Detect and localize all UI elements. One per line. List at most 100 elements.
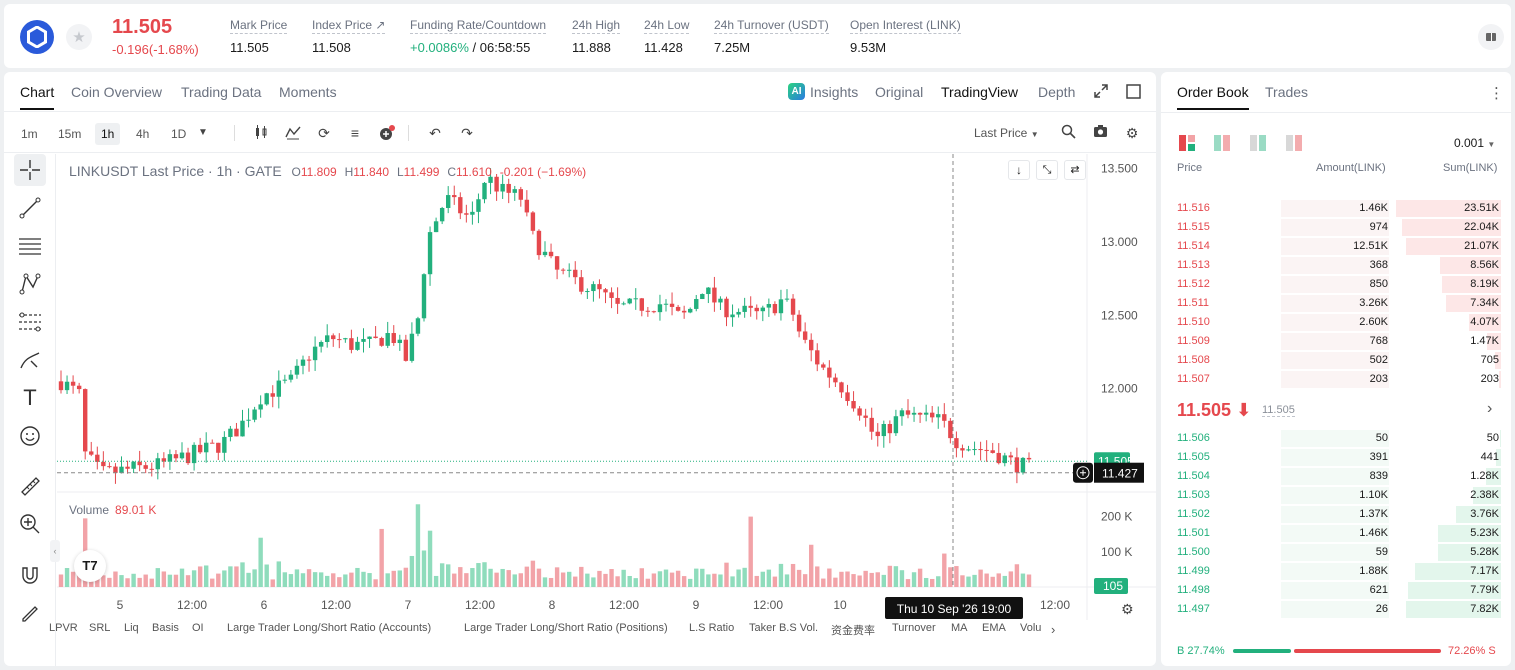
tab-trades[interactable]: Trades [1265, 84, 1309, 100]
collapse-toolbar-icon[interactable]: ‹ [50, 540, 60, 562]
timeframe-1m[interactable]: 1m [21, 127, 38, 141]
view-original[interactable]: Original [875, 84, 924, 100]
chevron-right-icon[interactable]: › [1051, 622, 1056, 637]
add-alert-icon[interactable] [378, 124, 396, 142]
price-source-select[interactable]: Last Price ▼ [974, 126, 1039, 140]
mark-price-stat: Mark Price 11.505 [230, 18, 288, 55]
book-icon[interactable] [1478, 24, 1504, 50]
bid-row[interactable]: 11.501 1.46K 5.23K [1161, 524, 1511, 543]
indicator-ema[interactable]: EMA [982, 622, 1006, 634]
view-tradingview[interactable]: TradingView [941, 84, 1019, 100]
volume-bar [815, 566, 820, 587]
view-depth[interactable]: Depth [1038, 84, 1076, 100]
indicator-ls-ratio[interactable]: L.S Ratio [689, 622, 735, 634]
indicator-turnover[interactable]: Turnover [892, 622, 936, 634]
pattern-tool-icon[interactable] [14, 268, 46, 300]
bid-row[interactable]: 11.505 391 441 [1161, 448, 1511, 467]
timeframe-15m[interactable]: 15m [58, 127, 82, 141]
scroll-to-latest-icon[interactable]: ↓ [1008, 160, 1030, 180]
collapse-panes-icon[interactable]: ⤡ [1036, 160, 1058, 180]
precision-select[interactable]: 0.001 ▼ [1454, 136, 1495, 150]
camera-icon[interactable] [1091, 124, 1109, 142]
fib-tool-icon[interactable] [14, 306, 46, 338]
search-icon[interactable] [1059, 124, 1077, 142]
zoom-tool-icon[interactable] [14, 508, 46, 540]
timeframe-1h[interactable]: 1h [95, 123, 121, 145]
ruler-tool-icon[interactable] [14, 470, 46, 502]
favorite-star-icon[interactable]: ★ [66, 24, 92, 50]
bid-row[interactable]: 11.506 50 50 [1161, 429, 1511, 448]
templates-icon[interactable]: ≡ [350, 125, 360, 141]
axis-settings-icon[interactable]: ⚙ [1121, 602, 1134, 618]
tab-chart[interactable]: Chart [20, 84, 55, 110]
bid-row[interactable]: 11.499 1.88K 7.17K [1161, 562, 1511, 581]
text-tool-icon[interactable]: T [23, 385, 37, 410]
tab-trading-data[interactable]: Trading Data [181, 84, 262, 100]
fullscreen-icon[interactable] [1126, 84, 1141, 104]
ask-row[interactable]: 11.513 368 8.56K [1161, 256, 1511, 275]
indicator-large-trader-positions[interactable]: Large Trader Long/Short Ratio (Positions… [464, 622, 668, 634]
brush-tool-icon[interactable] [14, 344, 46, 376]
bid-row[interactable]: 11.504 839 1.28K [1161, 467, 1511, 486]
undo-icon[interactable]: ↶ [429, 125, 441, 141]
horizontal-lines-tool-icon[interactable] [14, 230, 46, 262]
indicator-taker-bs-vol[interactable]: Taker B.S Vol. [749, 622, 819, 634]
ask-row[interactable]: 11.507 203 203 [1161, 370, 1511, 389]
indicator-liq[interactable]: Liq [124, 622, 139, 634]
layout-both-icon[interactable] [1179, 135, 1195, 156]
ask-row[interactable]: 11.508 502 705 [1161, 351, 1511, 370]
indicator-ma[interactable]: MA [951, 622, 968, 634]
expand-icon[interactable] [1094, 84, 1108, 103]
ask-row[interactable]: 11.510 2.60K 4.07K [1161, 313, 1511, 332]
tab-coin-overview[interactable]: Coin Overview [71, 84, 163, 100]
bid-row[interactable]: 11.502 1.37K 3.76K [1161, 505, 1511, 524]
pencil-lock-tool-icon[interactable] [14, 596, 46, 628]
indicator-large-trader-accounts[interactable]: Large Trader Long/Short Ratio (Accounts) [227, 622, 432, 634]
index-price-stat[interactable]: Index Price ↗ 11.508 [312, 18, 386, 55]
layout-both-alt-icon[interactable] [1214, 135, 1230, 156]
chevron-right-icon[interactable]: › [1487, 400, 1493, 417]
candle [403, 339, 409, 361]
indicators-icon[interactable] [284, 124, 302, 142]
indicator-oi[interactable]: OI [192, 622, 204, 634]
candle [439, 207, 445, 222]
volume-bar [173, 574, 179, 587]
sum-depth-bar [1473, 487, 1501, 504]
ask-row[interactable]: 11.509 768 1.47K [1161, 332, 1511, 351]
view-insights[interactable]: Insights [810, 84, 859, 100]
replay-icon[interactable]: ⟳ [318, 125, 330, 141]
ask-row[interactable]: 11.514 12.51K 21.07K [1161, 237, 1511, 256]
indicator-srl[interactable]: SRL [89, 622, 111, 634]
candle [875, 431, 880, 437]
ask-row[interactable]: 11.515 974 22.04K [1161, 218, 1511, 237]
emoji-tool-icon[interactable] [14, 420, 46, 452]
bid-row[interactable]: 11.497 26 7.82K [1161, 600, 1511, 619]
layout-asks-icon[interactable] [1286, 135, 1302, 156]
timeframe-dropdown-icon[interactable]: ▼ [198, 127, 208, 138]
candle-type-icon[interactable] [253, 124, 271, 142]
indicator-lpvr[interactable]: LPVR [49, 622, 78, 634]
ask-row[interactable]: 11.512 850 8.19K [1161, 275, 1511, 294]
trend-line-tool-icon[interactable] [14, 192, 46, 224]
crosshair-tool-icon[interactable] [14, 154, 46, 186]
bid-row[interactable]: 11.503 1.10K 2.38K [1161, 486, 1511, 505]
timeframe-1d[interactable]: 1D [171, 127, 187, 141]
bid-row[interactable]: 11.498 621 7.79K [1161, 581, 1511, 600]
bid-row[interactable]: 11.500 59 5.28K [1161, 543, 1511, 562]
timeframe-4h[interactable]: 4h [136, 127, 150, 141]
indicator-volume[interactable]: Volu [1020, 622, 1042, 634]
gear-icon[interactable]: ⚙ [1125, 125, 1139, 141]
magnet-tool-icon[interactable] [14, 560, 46, 592]
tab-order-book[interactable]: Order Book [1177, 84, 1249, 110]
indicator-basis[interactable]: Basis [152, 622, 179, 634]
more-options-icon[interactable]: ⋮ [1489, 85, 1504, 102]
tab-moments[interactable]: Moments [279, 84, 337, 100]
indicator-funding-rate[interactable]: 资金费率 [831, 625, 875, 637]
ask-row[interactable]: 11.516 1.46K 23.51K [1161, 199, 1511, 218]
layout-bids-icon[interactable] [1250, 135, 1266, 156]
ask-row[interactable]: 11.511 3.26K 7.34K [1161, 294, 1511, 313]
redo-icon[interactable]: ↷ [461, 125, 473, 141]
swap-icon[interactable]: ⇄ [1064, 160, 1086, 180]
amount-depth-bar [1281, 430, 1389, 447]
